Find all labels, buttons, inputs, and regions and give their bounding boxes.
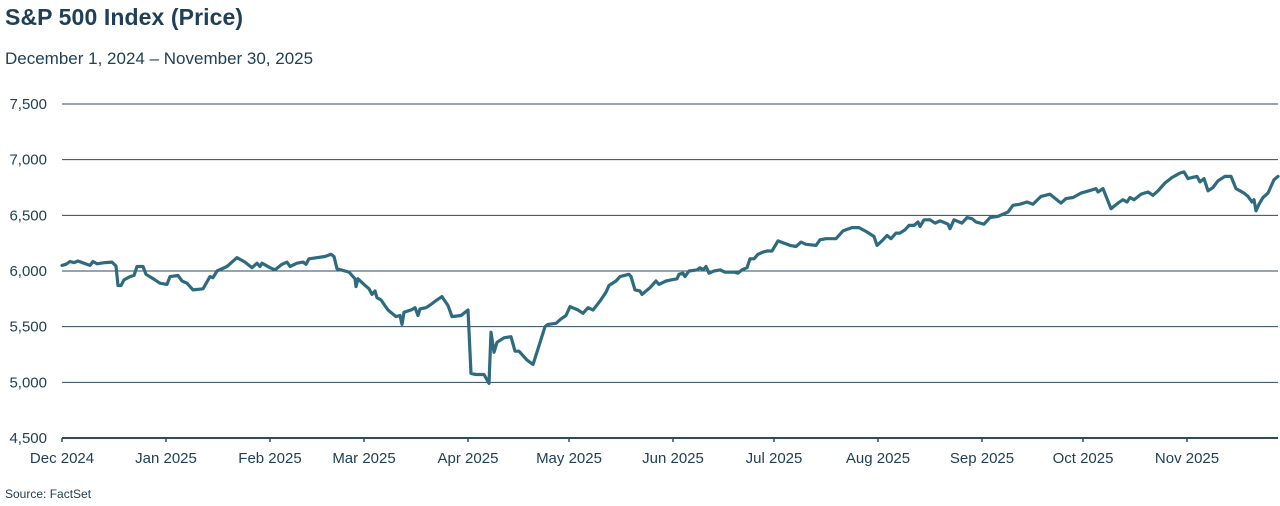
y-tick-label: 5,500 [9, 319, 47, 336]
x-axis: Dec 2024 Jan 2025 Feb 2025 Mar 2025 Apr 2025… [30, 438, 1219, 467]
y-tick-label: 6,500 [9, 207, 47, 224]
sp500-price-line [60, 170, 1280, 385]
gridlines [62, 103, 1278, 439]
y-tick-label: 6,000 [9, 263, 47, 280]
source-note: Source: FactSet [5, 487, 92, 501]
x-tick-label: May 2025 [536, 450, 602, 467]
x-tick-label: Aug 2025 [846, 450, 910, 467]
chart-subtitle: December 1, 2024 – November 30, 2025 [5, 49, 314, 68]
y-tick-label: 4,500 [9, 430, 47, 447]
x-tick-label: Jul 2025 [746, 450, 803, 467]
x-tick-label: Mar 2025 [332, 450, 395, 467]
x-tick-label: Apr 2025 [438, 450, 499, 467]
x-tick-label: Sep 2025 [950, 450, 1014, 467]
x-tick-label: Feb 2025 [238, 450, 301, 467]
y-tick-label: 5,000 [9, 374, 47, 391]
y-tick-label: 7,500 [9, 96, 47, 113]
x-tick-label: Dec 2024 [30, 450, 94, 467]
chart-title: S&P 500 Index (Price) [5, 4, 244, 30]
y-tick-label: 7,000 [9, 152, 47, 169]
x-tick-label: Oct 2025 [1053, 450, 1114, 467]
y-axis-labels: 4,500 5,000 5,500 6,000 6,500 7,000 7,500 [9, 96, 47, 447]
x-tick-label: Jan 2025 [135, 450, 197, 467]
x-tick-label: Nov 2025 [1155, 450, 1219, 467]
x-tick-label: Jun 2025 [642, 450, 704, 467]
